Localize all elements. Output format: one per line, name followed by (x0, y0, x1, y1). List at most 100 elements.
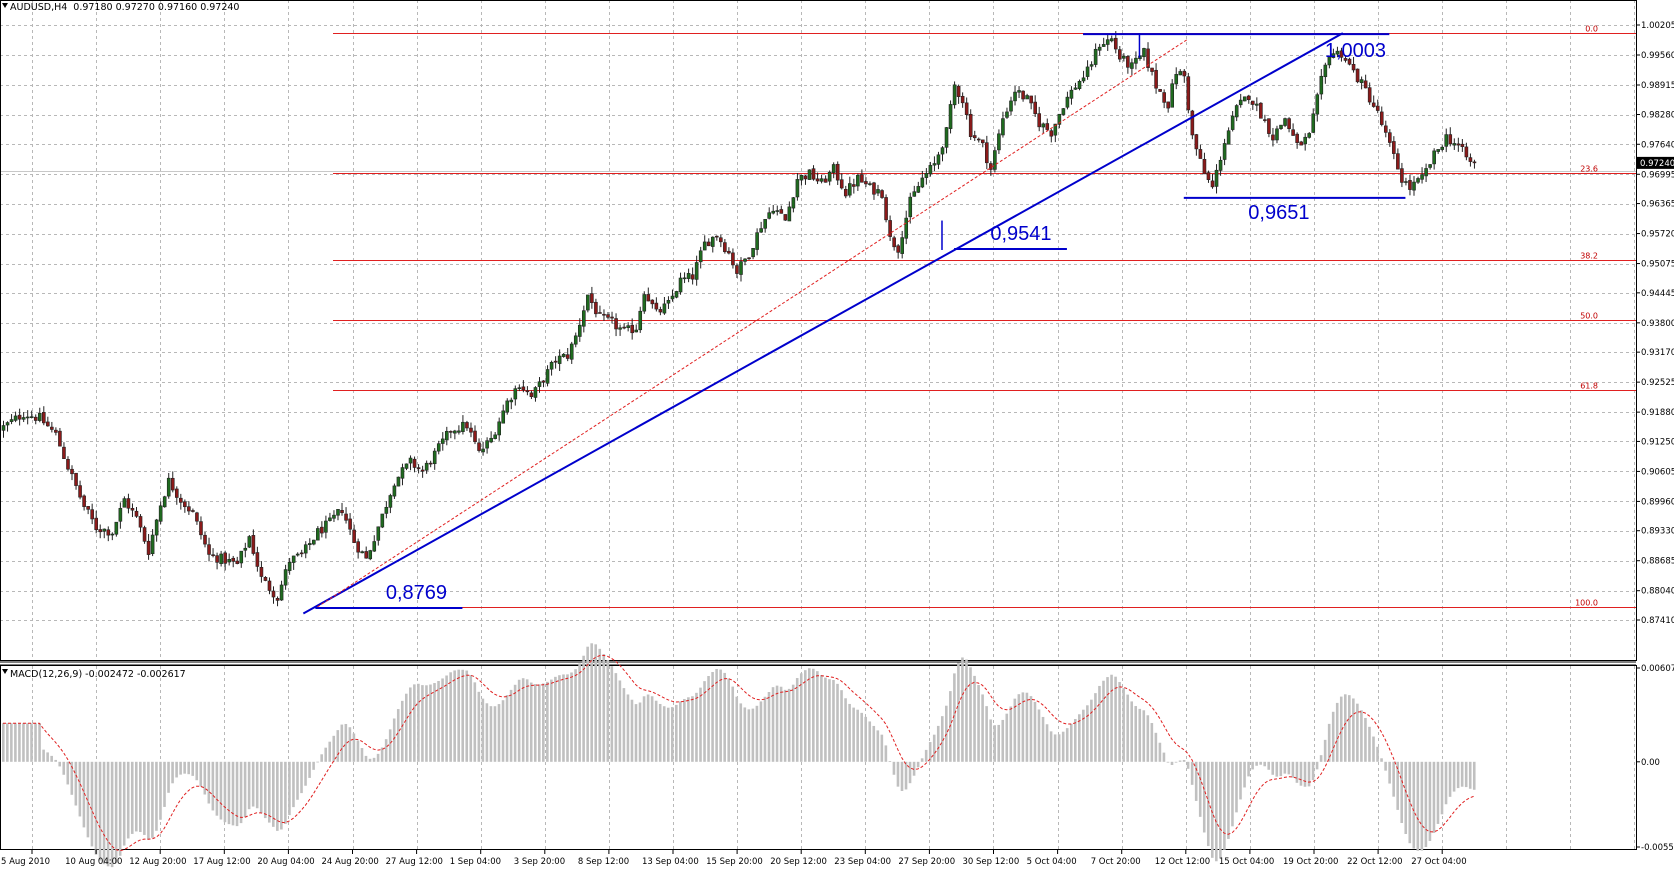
candle-body[interactable] (582, 310, 586, 327)
candle-body[interactable] (1351, 63, 1356, 71)
candle-body[interactable] (1218, 159, 1223, 171)
candle-body[interactable] (1230, 115, 1235, 130)
candle-body[interactable] (1432, 150, 1436, 165)
candle-body[interactable] (481, 448, 485, 453)
candle-body[interactable] (98, 529, 103, 533)
candle-body[interactable] (1460, 143, 1465, 147)
candle-body[interactable] (1009, 100, 1013, 112)
candle-body[interactable] (743, 258, 747, 262)
candle-body[interactable] (1267, 118, 1271, 134)
candle-body[interactable] (1428, 164, 1432, 168)
candle-body[interactable] (162, 496, 167, 508)
candle-body[interactable] (1259, 102, 1263, 119)
candle-body[interactable] (843, 188, 848, 197)
candle-body[interactable] (376, 526, 381, 541)
candle-body[interactable] (37, 413, 42, 421)
candle-body[interactable] (332, 514, 336, 519)
candle-body[interactable] (146, 540, 151, 555)
candle-body[interactable] (1400, 168, 1404, 183)
indicator-dropdown-icon[interactable] (2, 669, 8, 674)
candle-body[interactable] (1444, 134, 1449, 147)
candle-body[interactable] (739, 261, 743, 275)
candle-body[interactable] (1388, 132, 1392, 143)
candle-body[interactable] (972, 135, 977, 139)
candle-body[interactable] (453, 430, 457, 434)
candle-body[interactable] (787, 206, 792, 222)
candle-body[interactable] (267, 580, 272, 591)
candle-body[interactable] (1311, 113, 1316, 133)
candle-body[interactable] (884, 197, 888, 221)
candle-body[interactable] (408, 457, 413, 464)
candle-body[interactable] (1097, 46, 1102, 51)
candle-body[interactable] (1347, 58, 1352, 65)
candle-body[interactable] (74, 472, 78, 486)
candle-body[interactable] (404, 463, 409, 469)
candle-body[interactable] (388, 495, 393, 508)
candle-body[interactable] (799, 174, 804, 181)
candle-body[interactable] (731, 252, 735, 266)
candle-body[interactable] (17, 414, 22, 420)
candle-body[interactable] (860, 174, 864, 183)
candle-body[interactable] (819, 178, 824, 182)
candle-body[interactable] (1303, 136, 1307, 145)
candle-body[interactable] (223, 552, 227, 564)
candle-body[interactable] (1234, 105, 1239, 118)
candle-body[interactable] (384, 506, 389, 514)
candle-body[interactable] (166, 477, 171, 497)
candle-body[interactable] (614, 318, 618, 330)
candle-body[interactable] (191, 510, 195, 512)
candle-body[interactable] (154, 519, 159, 536)
candle-body[interactable] (215, 555, 219, 563)
candle-body[interactable] (775, 210, 780, 212)
candle-body[interactable] (179, 497, 183, 503)
candle-body[interactable] (29, 416, 34, 418)
candle-body[interactable] (662, 303, 667, 314)
candle-body[interactable] (1271, 134, 1275, 141)
candle-body[interactable] (1214, 169, 1219, 187)
candle-body[interactable] (1142, 48, 1146, 58)
candle-body[interactable] (1375, 105, 1380, 111)
candle-body[interactable] (493, 434, 497, 439)
candle-body[interactable] (606, 314, 610, 318)
candle-body[interactable] (340, 510, 344, 514)
candle-body[interactable] (553, 360, 558, 363)
candle-body[interactable] (1323, 64, 1328, 78)
candle-body[interactable] (1089, 64, 1094, 67)
candle-body[interactable] (1202, 158, 1207, 175)
candle-body[interactable] (1118, 49, 1122, 60)
candle-body[interactable] (420, 469, 425, 472)
candle-body[interactable] (602, 313, 606, 316)
candle-body[interactable] (1404, 181, 1408, 183)
candle-body[interactable] (924, 173, 929, 178)
candle-body[interactable] (82, 495, 86, 507)
candle-body[interactable] (1452, 143, 1457, 146)
candle-body[interactable] (565, 354, 570, 359)
candle-body[interactable] (312, 539, 316, 545)
candle-body[interactable] (400, 467, 405, 479)
candle-body[interactable] (1315, 94, 1320, 115)
candle-body[interactable] (114, 521, 119, 535)
candle-body[interactable] (1263, 119, 1267, 121)
candle-body[interactable] (174, 488, 179, 498)
candle-body[interactable] (1126, 56, 1130, 68)
candle-body[interactable] (227, 559, 231, 563)
candle-body[interactable] (251, 535, 256, 554)
candle-body[interactable] (759, 228, 763, 233)
candle-body[interactable] (449, 431, 453, 433)
candle-body[interactable] (295, 553, 300, 556)
candle-body[interactable] (110, 533, 115, 536)
candle-body[interactable] (968, 113, 973, 137)
candle-body[interactable] (219, 553, 223, 564)
candle-body[interactable] (142, 527, 147, 542)
candle-body[interactable] (634, 329, 639, 333)
candle-body[interactable] (912, 191, 917, 197)
candle-body[interactable] (976, 138, 981, 141)
candle-body[interactable] (1367, 87, 1372, 103)
candle-body[interactable] (1287, 118, 1291, 130)
candle-body[interactable] (344, 513, 348, 521)
candle-body[interactable] (94, 517, 98, 530)
candle-body[interactable] (610, 316, 614, 319)
candle-body[interactable] (1464, 146, 1469, 158)
candle-body[interactable] (1025, 95, 1029, 100)
candle-body[interactable] (324, 520, 328, 533)
